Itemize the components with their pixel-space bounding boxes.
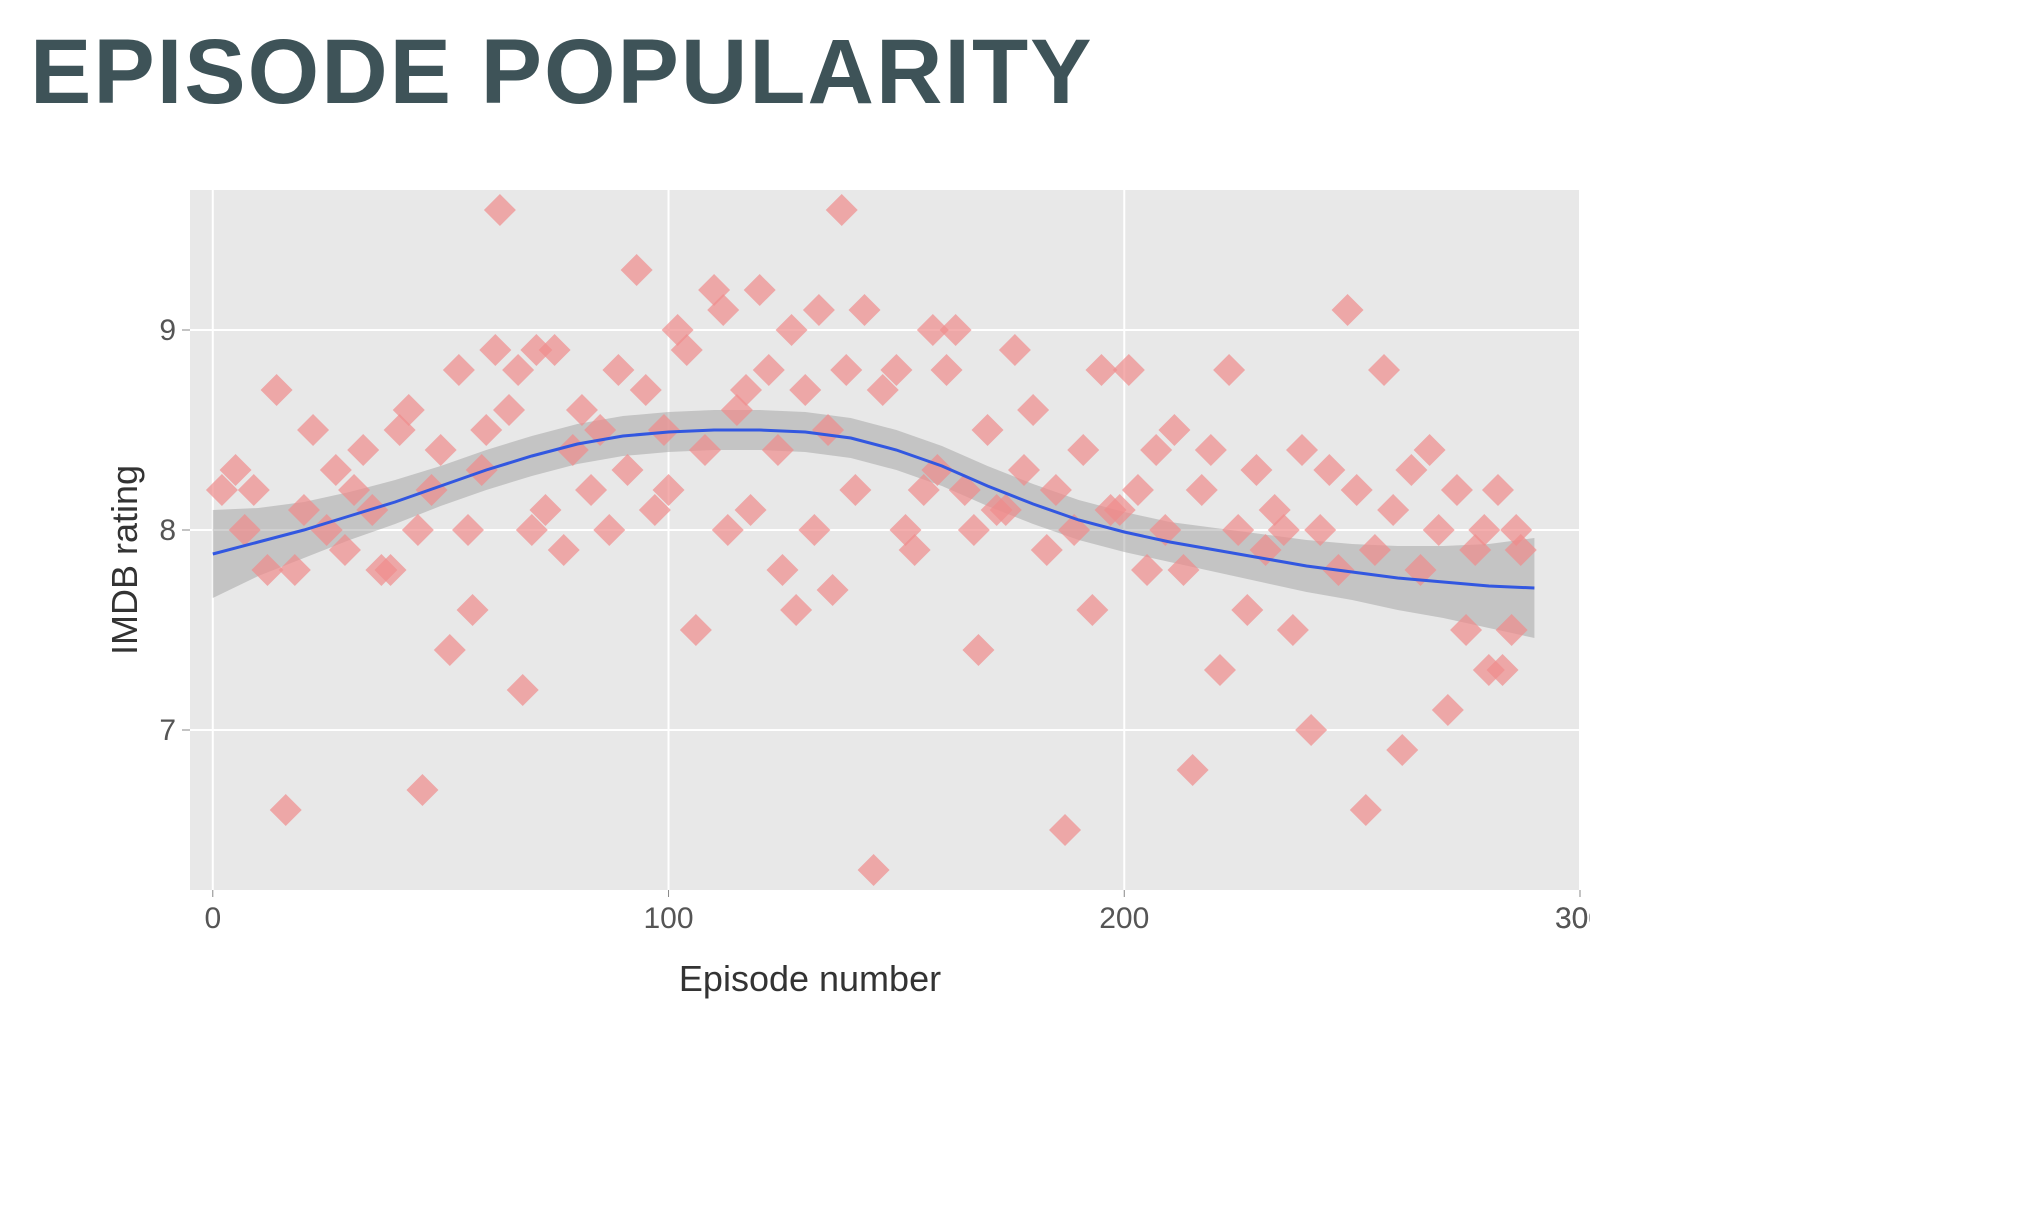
plot-area: 0100200300300789 (140, 180, 1590, 940)
page-title: EPISODE POPULARITY (30, 20, 1094, 125)
x-tick-label: 0 (204, 902, 221, 935)
y-tick-label: 7 (159, 714, 176, 747)
scatter-plot: 0100200300300789 (140, 180, 1590, 940)
chart-container: IMDB rating 0100200300300789 Episode num… (30, 180, 1590, 940)
y-tick-label: 8 (159, 514, 176, 547)
x-tick-label: 200 (1099, 902, 1149, 935)
x-axis-label: Episode number (679, 958, 941, 1000)
y-tick-label: 9 (159, 314, 176, 347)
svg-text:300: 300 (1555, 902, 1590, 935)
x-tick-label: 100 (643, 902, 693, 935)
